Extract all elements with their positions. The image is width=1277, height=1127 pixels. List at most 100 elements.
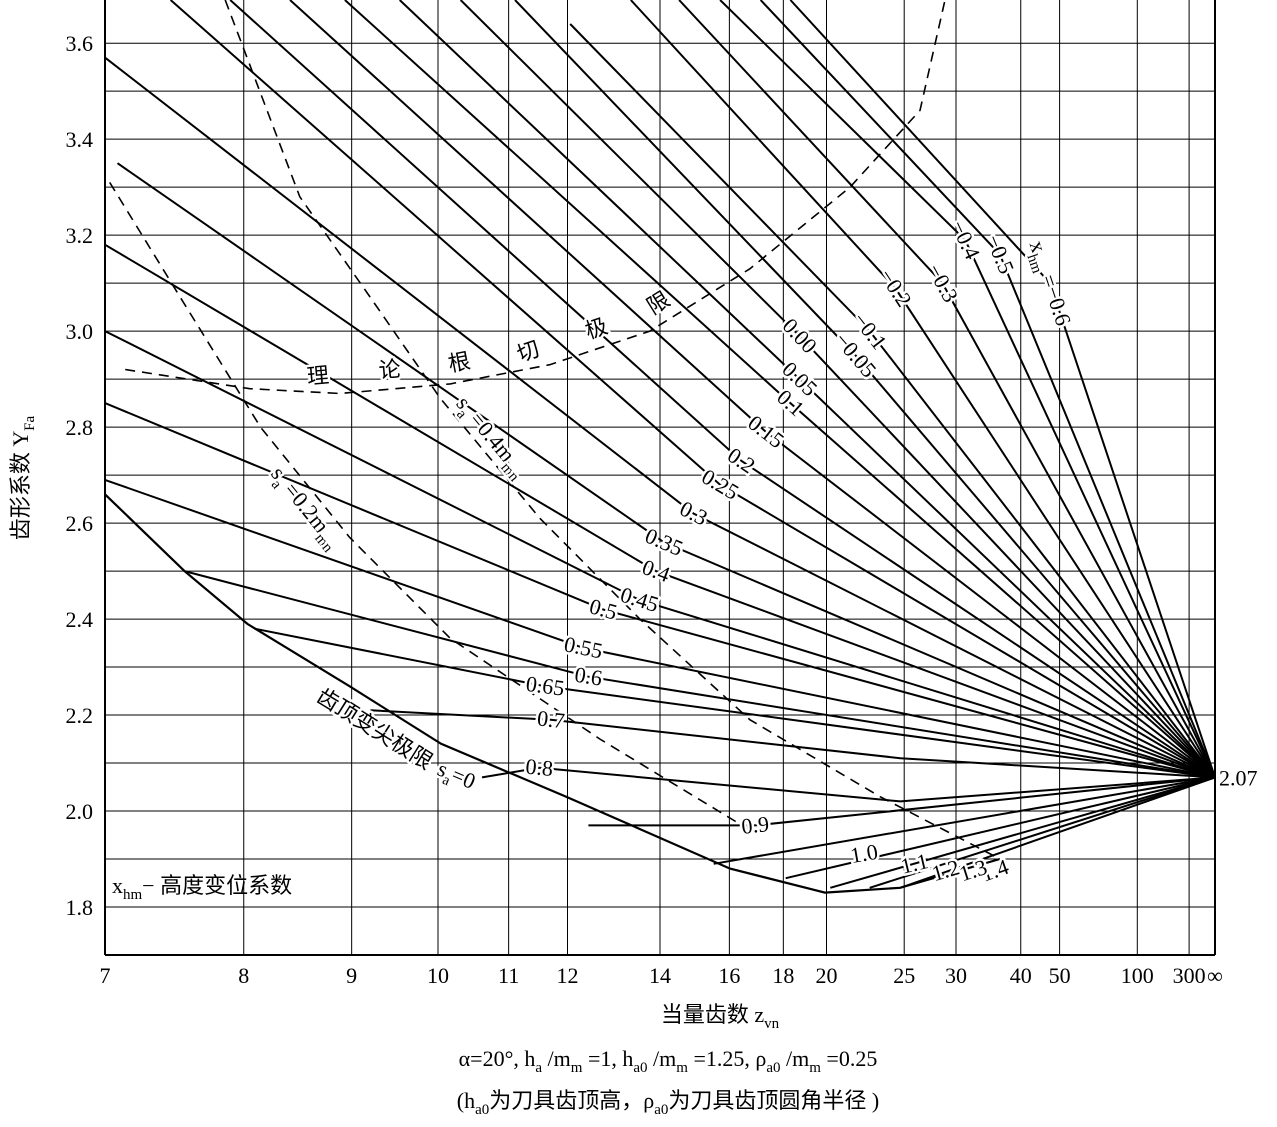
series-label: 0.2 xyxy=(723,442,760,478)
series-name: −0.4 xyxy=(946,216,985,263)
note: (ha0为刀具齿顶高，ρa0为刀具齿顶圆角半径 ) xyxy=(457,1088,879,1118)
series-name: 0.9 xyxy=(740,811,770,839)
text-part: 为刀具齿顶高，ρ xyxy=(489,1088,654,1113)
subscript: m xyxy=(676,1060,688,1076)
y-axis-label: 齿形系数 YFa xyxy=(8,415,38,540)
limit-curve-dashed xyxy=(109,181,751,831)
x-tick-label: 300 xyxy=(1173,963,1206,988)
series-label: 0.55 xyxy=(562,631,605,663)
limit-curve-dashed xyxy=(125,0,946,395)
series-line xyxy=(399,0,1215,779)
series-label: 0.9 xyxy=(740,811,770,839)
series-name: 1.1 xyxy=(898,848,930,879)
series-label: 0.65 xyxy=(524,671,566,701)
x-tick-label: 9 xyxy=(346,963,357,988)
series-line xyxy=(719,0,1215,778)
series-line xyxy=(514,0,1215,779)
y-tick-label: 3.6 xyxy=(66,31,94,56)
curve-label: 齿顶变尖极限 sa=0 xyxy=(312,683,479,794)
subscript: m xyxy=(571,1060,583,1076)
y-tick-label: 2.0 xyxy=(66,799,94,824)
series-name: −0.6 xyxy=(1040,283,1076,329)
plot-area xyxy=(105,0,1215,894)
text-part: 齿顶变尖极限 s xyxy=(312,683,451,782)
x-tick-label: 40 xyxy=(1010,963,1032,988)
series-label: xhm =−0.6 xyxy=(1020,237,1076,330)
series-label: −0.5 xyxy=(981,231,1019,277)
text-part: =1, h xyxy=(582,1046,633,1071)
text-part: =0.4m xyxy=(461,403,520,467)
series-name: 0.45 xyxy=(618,582,662,617)
series-name: 0.4 xyxy=(639,554,673,587)
text-part: /m xyxy=(542,1046,571,1071)
x-tick-label: 20 xyxy=(816,963,838,988)
series-name: 0.55 xyxy=(562,631,605,663)
x-tick-label: ∞ xyxy=(1207,963,1223,988)
series-name: 0.7 xyxy=(536,705,566,733)
y-tick-label: 2.4 xyxy=(66,607,94,632)
series-line xyxy=(116,162,1215,779)
text-part: − 高度变位系数 xyxy=(142,873,292,898)
series-name: 1.0 xyxy=(848,839,879,868)
series-name: −0.5 xyxy=(981,231,1019,277)
note: α=20°, ha /mm =1, ha0 /mm =1.25, ρa0 /mm… xyxy=(459,1046,878,1076)
series-line xyxy=(254,627,1215,779)
series-name: 0.6 xyxy=(573,662,604,691)
y-tick-label: 2.6 xyxy=(66,511,94,536)
text-part: /m xyxy=(648,1046,677,1071)
x-tick-label: 50 xyxy=(1049,963,1071,988)
text-part: x xyxy=(112,873,123,898)
x-tick-label: 11 xyxy=(498,963,519,988)
series-line xyxy=(759,0,1215,778)
series-line xyxy=(229,0,1215,779)
series-label: 0.7 xyxy=(536,705,566,733)
series-line xyxy=(169,0,1215,779)
y-tick-label: 2.8 xyxy=(66,415,94,440)
series-line xyxy=(869,776,1215,889)
series-line xyxy=(459,0,1215,779)
series-label: 1.0 xyxy=(848,839,879,868)
series-label: 0.8 xyxy=(525,754,555,781)
curve-label-path: 齿顶变尖极限 sa=0 xyxy=(310,681,482,797)
series-line xyxy=(830,776,1215,889)
series-line xyxy=(105,56,1215,779)
series-line xyxy=(344,0,1215,779)
series-label: 0.5 xyxy=(587,593,620,624)
limit-curve xyxy=(105,493,1001,894)
text-part: 齿形系数 Y xyxy=(8,431,33,541)
subscript: a xyxy=(535,1060,542,1076)
legend: xhm− 高度变位系数 xyxy=(112,873,292,903)
text-part: (h xyxy=(457,1088,475,1113)
series-line xyxy=(370,709,1215,779)
series-name: 0.8 xyxy=(525,754,555,781)
series-line xyxy=(105,243,1215,779)
text-part: 当量齿数 z xyxy=(661,1002,765,1027)
series-line xyxy=(789,0,1215,778)
subscript: a0 xyxy=(633,1060,647,1076)
series-line xyxy=(588,776,1215,827)
series-line xyxy=(713,776,1215,865)
series-line xyxy=(105,402,1215,779)
series-label: 0.3 xyxy=(676,496,712,531)
x-tick-label: 18 xyxy=(772,963,794,988)
x-tick-label: 30 xyxy=(945,963,967,988)
series-line xyxy=(630,0,1215,778)
x-tick-label: 7 xyxy=(100,963,111,988)
x-tick-label: 12 xyxy=(557,963,579,988)
text-part: =1.25, ρ xyxy=(688,1046,766,1071)
subscript: Fa xyxy=(22,415,38,430)
x-axis-label: 当量齿数 zvn xyxy=(661,1002,780,1032)
subscript: m xyxy=(809,1060,821,1076)
x-tick-label: 16 xyxy=(718,963,740,988)
series-line xyxy=(785,776,1215,880)
text-part: =0.25 xyxy=(821,1046,877,1071)
text-part: 为刀具齿顶圆角半径 ) xyxy=(668,1088,879,1113)
text-part: α=20°, h xyxy=(459,1046,536,1071)
text-part: =0 xyxy=(448,762,479,794)
series-line xyxy=(900,776,1215,889)
series-label: 0.6 xyxy=(573,662,604,691)
y-tick-label: 2.2 xyxy=(66,703,94,728)
subscript: a0 xyxy=(654,1102,668,1118)
series-label: 0.45 xyxy=(618,582,662,617)
series-name: 0.5 xyxy=(587,593,620,624)
